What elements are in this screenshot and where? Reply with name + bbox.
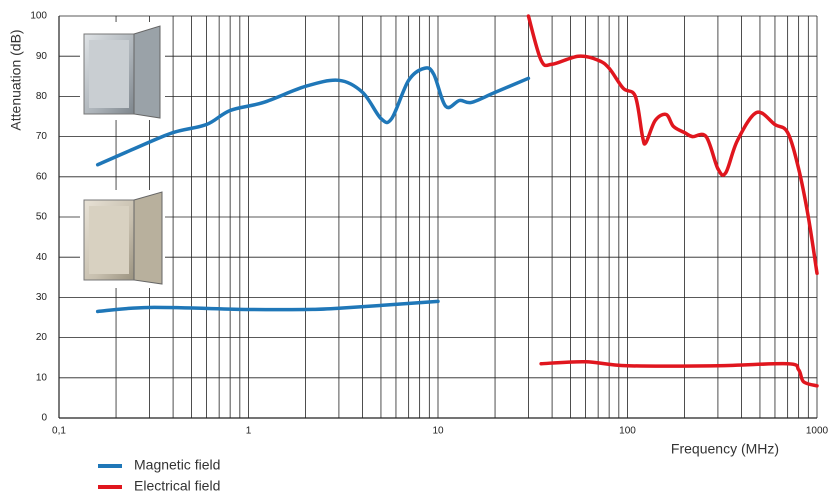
y-tick-label: 50 bbox=[36, 212, 48, 223]
x-tick-label: 100 bbox=[619, 426, 636, 437]
y-tick-label: 80 bbox=[36, 91, 48, 102]
y-tick-label: 0 bbox=[41, 413, 47, 424]
x-tick-label: 1 bbox=[246, 426, 252, 437]
legend-label: Electrical field bbox=[134, 478, 220, 494]
y-tick-label: 40 bbox=[36, 252, 48, 263]
series-line bbox=[539, 359, 819, 388]
enclosure-image bbox=[80, 22, 165, 120]
y-tick-label: 100 bbox=[30, 11, 47, 22]
enclosure-image bbox=[80, 190, 165, 288]
legend-label: Magnetic field bbox=[134, 457, 220, 473]
y-tick-label: 70 bbox=[36, 131, 48, 142]
y-tick-label: 10 bbox=[36, 372, 48, 383]
series-line bbox=[95, 66, 531, 167]
x-tick-label: 0,1 bbox=[52, 426, 66, 437]
y-tick-label: 20 bbox=[36, 332, 48, 343]
x-tick-label: 10 bbox=[432, 426, 444, 437]
y-tick-label: 60 bbox=[36, 171, 48, 182]
series-line bbox=[95, 299, 440, 314]
y-tick-label: 90 bbox=[36, 51, 48, 62]
y-axis-label: Attenuation (dB) bbox=[8, 29, 24, 130]
x-tick-label: 1000 bbox=[806, 426, 829, 437]
y-tick-label: 30 bbox=[36, 292, 48, 303]
series-line bbox=[526, 14, 819, 276]
x-axis-label: Frequency (MHz) bbox=[671, 441, 779, 457]
